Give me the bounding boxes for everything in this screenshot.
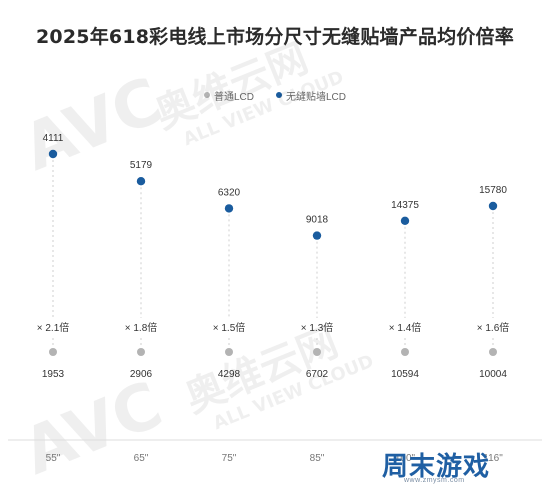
- legend-dot-seamless: [276, 92, 282, 98]
- seamless-value-label-3: 9018: [306, 215, 329, 226]
- seamless-point-2: [224, 204, 234, 213]
- category-label-5: 116": [483, 453, 503, 464]
- seamless-value-label-1: 5179: [130, 160, 153, 171]
- ratio-label-1: × 1.8倍: [125, 321, 158, 334]
- seamless-point-5: [488, 201, 498, 211]
- seamless-value-label-2: 6320: [218, 187, 241, 198]
- regular-point-1: [137, 348, 145, 356]
- seamless-point-3: [312, 231, 322, 240]
- chart-title: 2025年618彩电线上市场分尺寸无缝贴墙产品均价倍率: [36, 26, 514, 48]
- regular-value-label-2: 4298: [218, 369, 241, 380]
- regular-value-label-3: 6702: [306, 369, 329, 380]
- seamless-point-4: [400, 216, 410, 225]
- regular-point-2: [225, 348, 233, 356]
- seamless-point-1: [136, 177, 146, 186]
- seamless-point-0: [48, 149, 58, 159]
- regular-point-3: [313, 348, 321, 356]
- regular-value-label-5: 10004: [479, 369, 507, 380]
- chart-legend: 普通LCD 无缝贴墙LCD: [0, 86, 550, 104]
- regular-value-label-0: 1953: [42, 369, 65, 380]
- category-label-3: 85": [310, 453, 325, 464]
- site-watermark-brand: 周末游戏: [382, 452, 491, 482]
- legend-label-regular: 普通LCD: [213, 91, 254, 103]
- regular-point-4: [401, 348, 409, 356]
- regular-value-label-1: 2906: [130, 369, 153, 380]
- site-watermark-url: www.zmysm.com: [404, 477, 465, 484]
- legend-label-seamless: 无缝贴墙LCD: [286, 91, 347, 103]
- ratio-label-2: × 1.5倍: [213, 321, 246, 334]
- ratio-label-0: × 2.1倍: [37, 321, 70, 334]
- category-label-4: 100": [395, 453, 416, 464]
- ratio-label-5: × 1.6倍: [477, 321, 510, 334]
- legend-item-seamless: 无缝贴墙LCD: [276, 88, 346, 103]
- seamless-value-label-5: 15780: [479, 185, 507, 196]
- category-label-2: 75": [222, 453, 237, 464]
- legend-item-regular: 普通LCD: [203, 88, 254, 103]
- category-label-1: 65": [134, 453, 149, 464]
- seamless-value-label-0: 4111: [43, 133, 64, 144]
- category-label-0: 55": [46, 453, 61, 464]
- ratio-label-3: × 1.3倍: [301, 321, 334, 334]
- ratio-label-4: × 1.4倍: [389, 321, 422, 334]
- regular-point-0: [49, 348, 57, 356]
- legend-dot-regular: [203, 92, 210, 98]
- seamless-value-label-4: 14375: [391, 200, 419, 211]
- regular-point-5: [489, 348, 497, 356]
- regular-value-label-4: 10594: [391, 369, 419, 380]
